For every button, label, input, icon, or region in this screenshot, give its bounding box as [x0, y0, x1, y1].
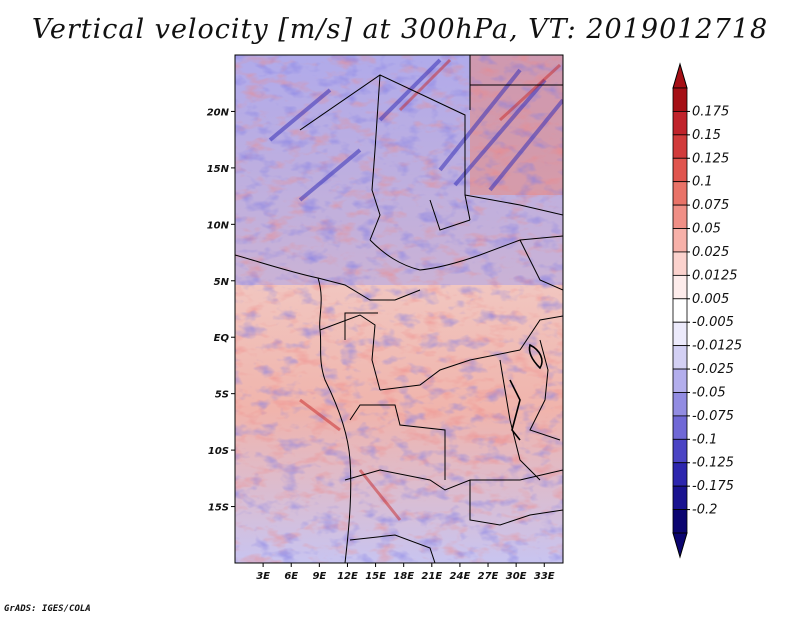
colorbar-label: 0.125 — [692, 151, 729, 166]
lon-label: 33E — [534, 571, 555, 582]
colorbar-label: 0.15 — [692, 128, 721, 143]
colorbar-max-triangle — [672, 62, 688, 89]
colorbar-segment — [672, 87, 688, 112]
lon-label: 15E — [365, 571, 386, 582]
lat-label: 5S — [215, 390, 229, 401]
colorbar-label: -0.075 — [692, 409, 734, 424]
longitude-axis: 3E 6E 9E 12E 15E 18E 21E 24E 27E 30E 33E — [256, 563, 555, 582]
colorbar-label: -0.1 — [692, 432, 717, 447]
colorbar-segment — [672, 181, 688, 206]
colorbar-min-triangle — [672, 532, 688, 559]
lat-label: EQ — [214, 333, 230, 344]
colorbar-segment — [672, 298, 688, 323]
colorbar: 0.175 0.15 0.125 0.1 0.075 0.05 0.025 0.0125 0.0… — [672, 62, 742, 559]
colorbar-segment — [672, 392, 688, 417]
map-title: Vertical velocity [m/s] at 300hPa, VT: 2… — [31, 14, 769, 45]
colorbar-label: 0.05 — [692, 222, 721, 237]
colorbar-segment — [672, 204, 688, 229]
lon-label: 3E — [256, 571, 270, 582]
velocity-field — [235, 55, 563, 563]
colorbar-segment — [672, 134, 688, 159]
lon-label: 9E — [312, 571, 326, 582]
colorbar-label: -0.2 — [692, 503, 717, 518]
colorbar-label: 0.0125 — [692, 268, 738, 283]
colorbar-segment — [672, 228, 688, 253]
colorbar-segment — [672, 415, 688, 440]
colorbar-label: -0.0125 — [692, 339, 742, 354]
lat-label: 20N — [207, 107, 230, 118]
colorbar-segment — [672, 157, 688, 183]
lon-label: 12E — [337, 571, 358, 582]
lon-label: 21E — [421, 571, 442, 582]
colorbar-segment — [672, 509, 688, 534]
colorbar-segment — [672, 485, 688, 510]
map-frame — [234, 54, 564, 564]
grads-credit: GrADS: IGES/COLA — [4, 604, 91, 614]
lon-label: 30E — [506, 571, 527, 582]
lat-label: 15N — [207, 164, 230, 175]
lat-label: 10S — [208, 446, 229, 457]
colorbar-segment — [672, 111, 688, 136]
colorbar-label: 0.025 — [692, 245, 729, 260]
colorbar-segment — [672, 345, 688, 370]
colorbar-label: -0.175 — [692, 479, 734, 494]
colorbar-label: 0.1 — [692, 175, 713, 190]
colorbar-label: -0.125 — [692, 456, 734, 471]
colorbar-label: 0.075 — [692, 198, 729, 213]
latitude-axis: 20N 15N 10N 5N EQ 5S 10S 15S — [207, 107, 235, 514]
colorbar-segment — [672, 251, 688, 276]
lat-label: 5N — [214, 277, 230, 288]
colorbar-label: -0.05 — [692, 385, 726, 400]
lon-label: 24E — [450, 571, 471, 582]
colorbar-segment — [672, 321, 688, 347]
lat-label: 10N — [207, 220, 230, 231]
colorbar-segment — [672, 368, 688, 393]
lat-label: 15S — [208, 503, 229, 514]
lon-label: 6E — [284, 571, 298, 582]
lon-label: 18E — [393, 571, 414, 582]
colorbar-label: -0.005 — [692, 315, 734, 330]
colorbar-segment — [672, 438, 688, 464]
colorbar-segment — [672, 274, 688, 300]
country-borders — [235, 55, 563, 563]
lon-label: 27E — [478, 571, 499, 582]
colorbar-segment — [672, 462, 688, 487]
colorbar-label: 0.005 — [692, 292, 729, 307]
colorbar-label: -0.025 — [692, 362, 734, 377]
colorbar-label: 0.175 — [692, 104, 729, 119]
